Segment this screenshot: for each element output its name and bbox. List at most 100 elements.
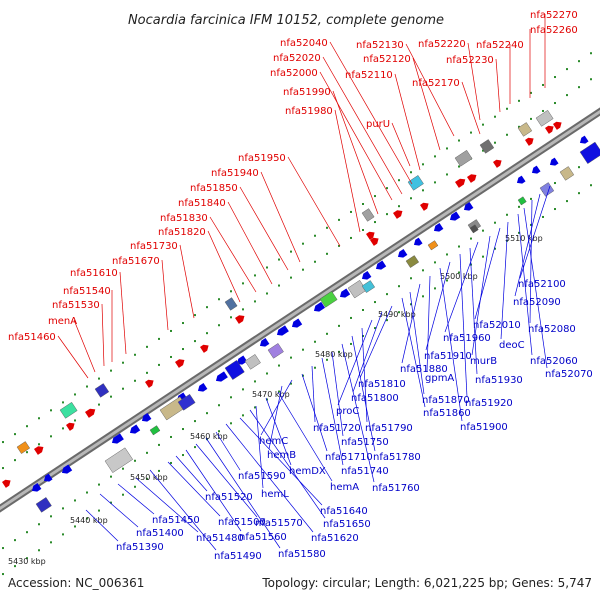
gene-label-forward: purU (366, 119, 390, 130)
label-leader (332, 90, 379, 215)
gene-label-forward: nfa51990 (283, 87, 331, 98)
feature-block (517, 196, 527, 206)
feature-block (405, 255, 420, 268)
gene-label-reverse: nfa52060 (530, 356, 578, 367)
map-title: Nocardia farcinica IFM 10152, complete g… (128, 13, 444, 28)
label-leader (412, 57, 441, 151)
kbp-ticks: 5430 kbp 5440 kbp 5450 kbp 5460 kbp 5470 kbp… (2, 52, 592, 576)
label-leader (439, 267, 463, 422)
label-leader (459, 253, 468, 398)
gene-arrow (397, 249, 408, 258)
label-leader (321, 357, 344, 466)
kbp-label: 5470 kbp (252, 390, 290, 399)
gene-label-forward: menA (48, 316, 77, 327)
gene-label-forward: nfa52020 (273, 53, 321, 64)
label-leader (215, 431, 241, 471)
kbp-label: 5500 kbp (440, 272, 478, 281)
label-leader (519, 185, 551, 279)
kbp-label: 5430 kbp (8, 557, 46, 566)
gene-label-forward: nfa52040 (280, 38, 328, 49)
gene-label-forward: nfa52240 (476, 40, 524, 51)
gene-arrow (129, 424, 141, 434)
label-leader (405, 43, 455, 137)
feature-block (59, 401, 78, 419)
gene-label-reverse: nfa51740 (341, 466, 389, 477)
gene-label-reverse: nfa51780 (373, 452, 421, 463)
gene-arrow (235, 315, 245, 324)
label-leader (469, 247, 478, 375)
label-leader (225, 423, 314, 533)
label-leader (517, 213, 533, 356)
gene-label-reverse: nfa51880 (400, 364, 448, 375)
gene-label-reverse: nfa51500 (218, 517, 266, 528)
gene-arrow (197, 383, 208, 392)
feature-block (539, 182, 555, 197)
label-leader (474, 227, 501, 320)
gene-label-reverse: murB (470, 356, 497, 367)
kbp-label: 5450 kbp (130, 473, 168, 482)
feature-block (559, 166, 575, 181)
gene-label-forward: nfa51830 (160, 213, 208, 224)
feature-block (224, 359, 245, 380)
feature-block (16, 441, 31, 454)
gene-label-forward: nfa52000 (270, 68, 318, 79)
gene-labels: nfa51460menAnfa51530nfa51540nfa51610nfa5… (8, 10, 593, 562)
gene-label-reverse: nfa51750 (341, 437, 389, 448)
gene-arrow (463, 202, 474, 211)
gene-arrow (366, 231, 375, 240)
label-leader (149, 469, 217, 551)
label-leader (167, 461, 221, 517)
label-leader (260, 171, 301, 263)
gene-label-reverse: nfa51490 (214, 551, 262, 562)
feature-block (427, 240, 439, 251)
gene-label-reverse: hemC (259, 436, 288, 447)
label-leader (195, 443, 258, 518)
label-leader (99, 493, 139, 528)
label-leader (500, 221, 509, 340)
label-leaders (57, 14, 551, 551)
accession-text: Accession: NC_006361 (8, 576, 144, 590)
label-leader (334, 109, 361, 233)
label-leader (331, 351, 344, 437)
gene-arrow (66, 422, 75, 431)
gene-label-reverse: nfa51810 (358, 379, 406, 390)
gene-arrow (141, 413, 152, 422)
label-leader (268, 385, 283, 450)
feature-block (94, 383, 110, 398)
gene-arrow (43, 473, 53, 482)
gene-label-forward: nfa51840 (178, 198, 226, 209)
gene-arrow (361, 271, 372, 280)
label-leader (117, 483, 155, 515)
feature-block (347, 279, 367, 299)
feature-block (479, 139, 495, 154)
gene-label-reverse: nfa51870 (422, 395, 470, 406)
gene-arrow (2, 479, 11, 488)
gene-label-reverse: nfa51790 (365, 423, 413, 434)
label-leader (514, 193, 541, 297)
gene-arrow (200, 344, 209, 353)
label-leader (401, 283, 421, 364)
label-leader (57, 335, 89, 379)
gene-label-forward: nfa51850 (190, 183, 238, 194)
label-leader (322, 56, 403, 195)
label-leader (391, 122, 411, 167)
label-leader (467, 42, 481, 121)
label-leader (352, 311, 383, 393)
gene-arrow (516, 175, 526, 184)
feature-block (407, 175, 424, 191)
gene-label-reverse: nfa51570 (255, 518, 303, 529)
gene-arrow (236, 355, 248, 365)
label-leader (101, 303, 105, 367)
label-leader (161, 259, 169, 331)
gene-label-reverse: nfa51800 (351, 393, 399, 404)
gene-label-forward: nfa52220 (418, 39, 466, 50)
label-leader (359, 305, 393, 379)
label-leader (394, 73, 421, 171)
gene-arrow (549, 157, 559, 166)
label-leader (319, 71, 393, 201)
feature-block (535, 109, 554, 127)
kbp-label: 5480 kbp (315, 350, 353, 359)
feature-block (267, 343, 284, 359)
gene-label-forward: nfa52270 (530, 10, 578, 21)
feature-block (454, 149, 473, 167)
